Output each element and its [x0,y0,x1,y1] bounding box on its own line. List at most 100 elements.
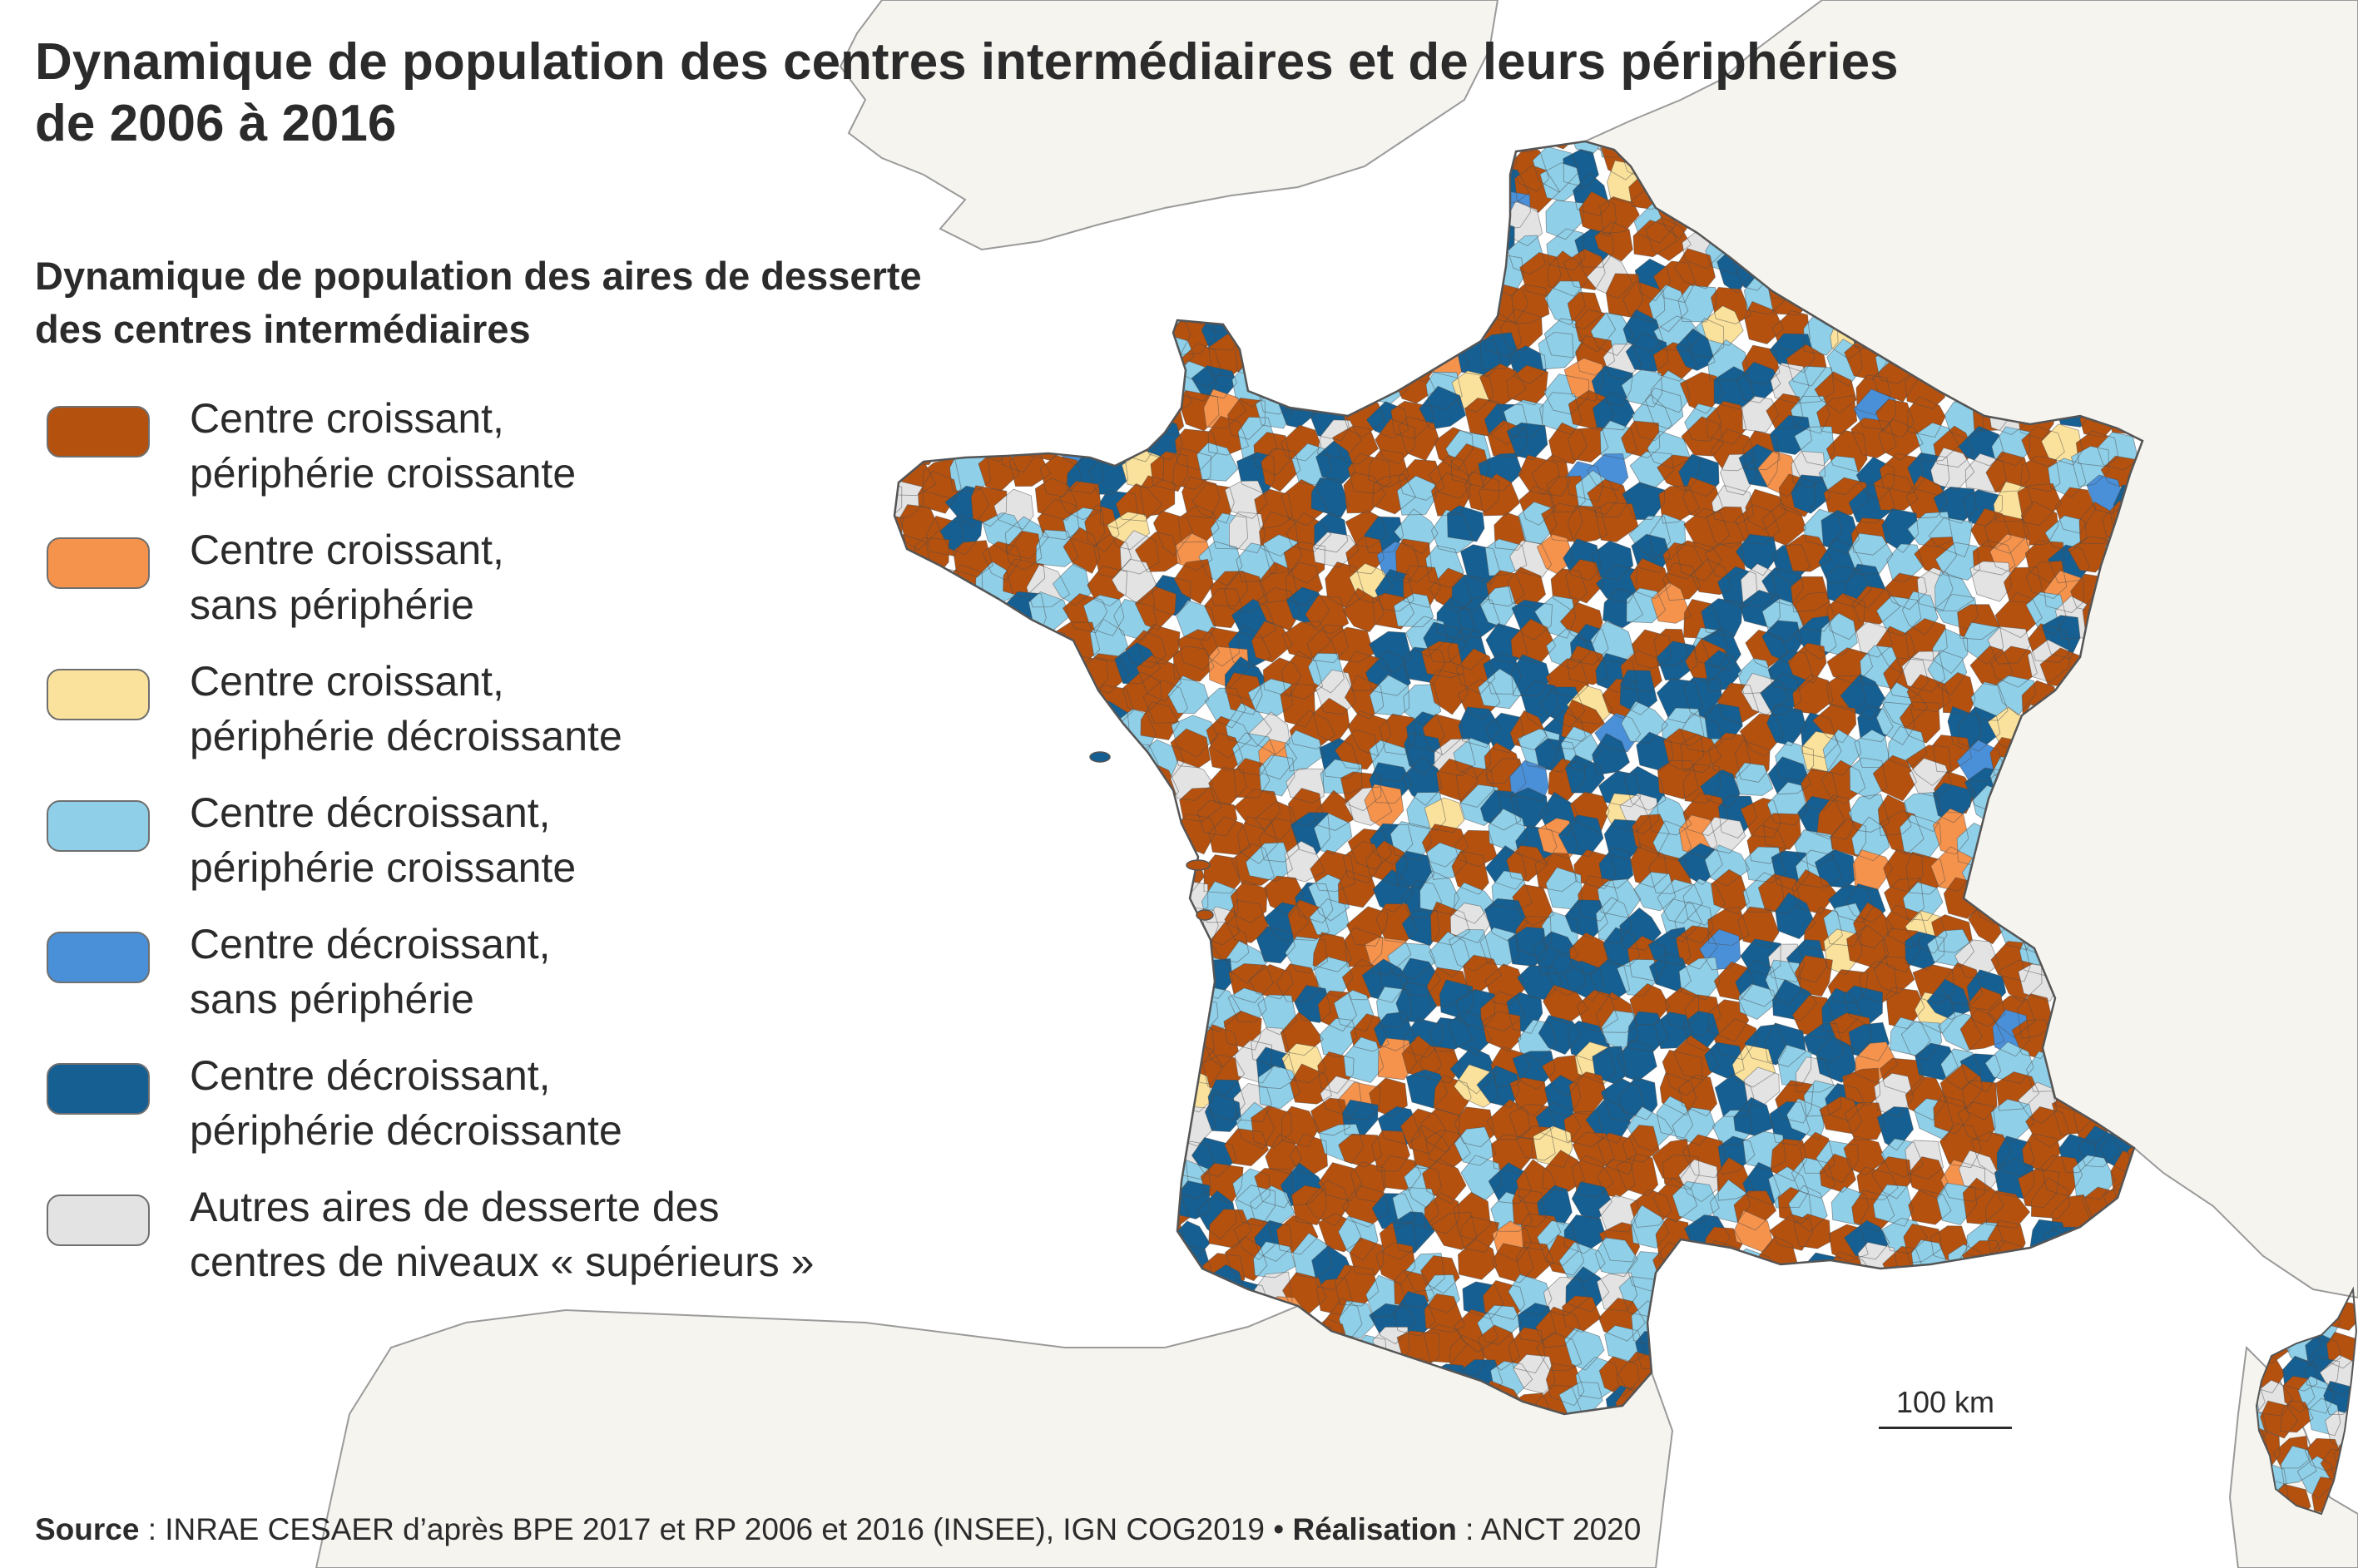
service-area [1024,759,1067,799]
service-area [1009,449,1051,487]
service-area [1118,1106,1157,1147]
service-area-border [1959,1053,2002,1093]
service-area [1057,1247,1097,1289]
legend-title-line-2: des centres intermédiaires [35,307,531,351]
service-area-border [1167,257,1206,300]
service-area-border [1097,245,1136,293]
service-area [1815,849,1856,888]
service-area-border [1661,898,1702,942]
service-area-border [1563,538,1603,581]
service-area-border [1716,682,1760,725]
legend-swatch [47,669,150,720]
service-area-border [1034,477,1077,521]
service-area [1900,1300,1941,1343]
service-area-border [1870,1156,1912,1199]
service-area-border [1280,1162,1326,1207]
service-area [1056,700,1098,742]
service-area-border [1628,515,1672,561]
service-area-border [1318,1123,1365,1165]
service-area-border [1039,711,1082,752]
service-area-border [1545,200,1584,240]
service-area [1294,289,1335,333]
legend-swatch [47,1063,150,1115]
service-area-border [1947,705,1982,751]
service-area-border [1875,398,1915,438]
great-britain [839,0,1499,251]
service-area [1005,1016,1040,1058]
service-area-border [1111,558,1158,605]
service-area [1063,527,1101,574]
service-area [1147,1100,1185,1141]
service-area-border [1574,228,1615,268]
service-area [1908,1156,1948,1199]
service-area-border [1679,1306,1723,1348]
service-area-border [1346,220,1383,268]
service-area-border [1936,1182,1978,1225]
service-area [1595,1237,1638,1277]
service-area-border [1090,420,1137,458]
service-area-border [1605,273,1644,319]
service-area-border [1403,565,1441,608]
service-area-border [1901,1329,1941,1370]
service-area [1348,171,1390,213]
service-area [1176,600,1216,641]
scale-line [1879,1427,2012,1429]
service-area-border [1902,882,1944,921]
service-area-border [1258,739,1298,780]
service-area-border [1410,1125,1450,1170]
service-area-border [1691,558,1732,596]
legend-item-cd-pd: Centre décroissant, périphérie décroissa… [47,1052,962,1180]
service-area-border [1959,1269,1999,1316]
service-area-border [1361,958,1409,1003]
service-area-border [1701,1378,1744,1414]
service-area-border [1404,1164,1442,1209]
service-area-border [999,848,1043,888]
service-area-border [1597,878,1642,918]
service-area-border [1408,253,1444,294]
service-area-border [1791,1157,1836,1199]
service-area-border [1621,369,1663,408]
service-area-border [1196,442,1239,482]
service-area-border [1050,826,1097,864]
service-area [1969,561,2012,602]
service-area [919,339,965,386]
service-area-border [1223,1010,1262,1051]
service-area [1004,741,1045,782]
service-area [1263,304,1305,344]
service-area [1033,1241,1075,1278]
service-area-border [1332,425,1379,465]
service-area-border [1058,480,1102,521]
service-area-border [1704,650,1743,692]
service-area-border [1230,880,1268,923]
service-area-border [2058,1133,2097,1174]
service-area-border [1664,987,1700,1030]
service-area-border [1679,1345,1725,1390]
service-area-border [1310,1097,1351,1136]
service-area-border [1161,1277,1206,1323]
service-area [1087,824,1122,863]
service-area-border [1563,1328,1605,1371]
service-area [1248,679,1293,716]
service-area-border [1331,196,1375,238]
service-area-border [1082,594,1125,636]
service-area-border [918,471,959,514]
service-area-border [1446,505,1485,542]
service-area [1041,935,1079,979]
service-area-border [1453,882,1494,924]
service-area [1280,309,1324,350]
service-area-border [1002,960,1047,1005]
service-area-border [1491,870,1533,910]
service-area-border [1845,563,1886,609]
service-area-border [1002,1240,1044,1279]
service-area-border [1652,342,1697,382]
service-area-border [1375,568,1414,612]
service-area-border [1518,454,1561,496]
service-area-border [1856,1166,1899,1200]
service-area-border [1558,814,1604,857]
service-area-border [1344,927,1384,967]
service-area-border [1558,1241,1606,1282]
service-area-border [1987,995,2036,1038]
service-area [1678,1075,1717,1116]
service-area-border [970,485,1008,527]
service-area-border [1294,288,1335,333]
